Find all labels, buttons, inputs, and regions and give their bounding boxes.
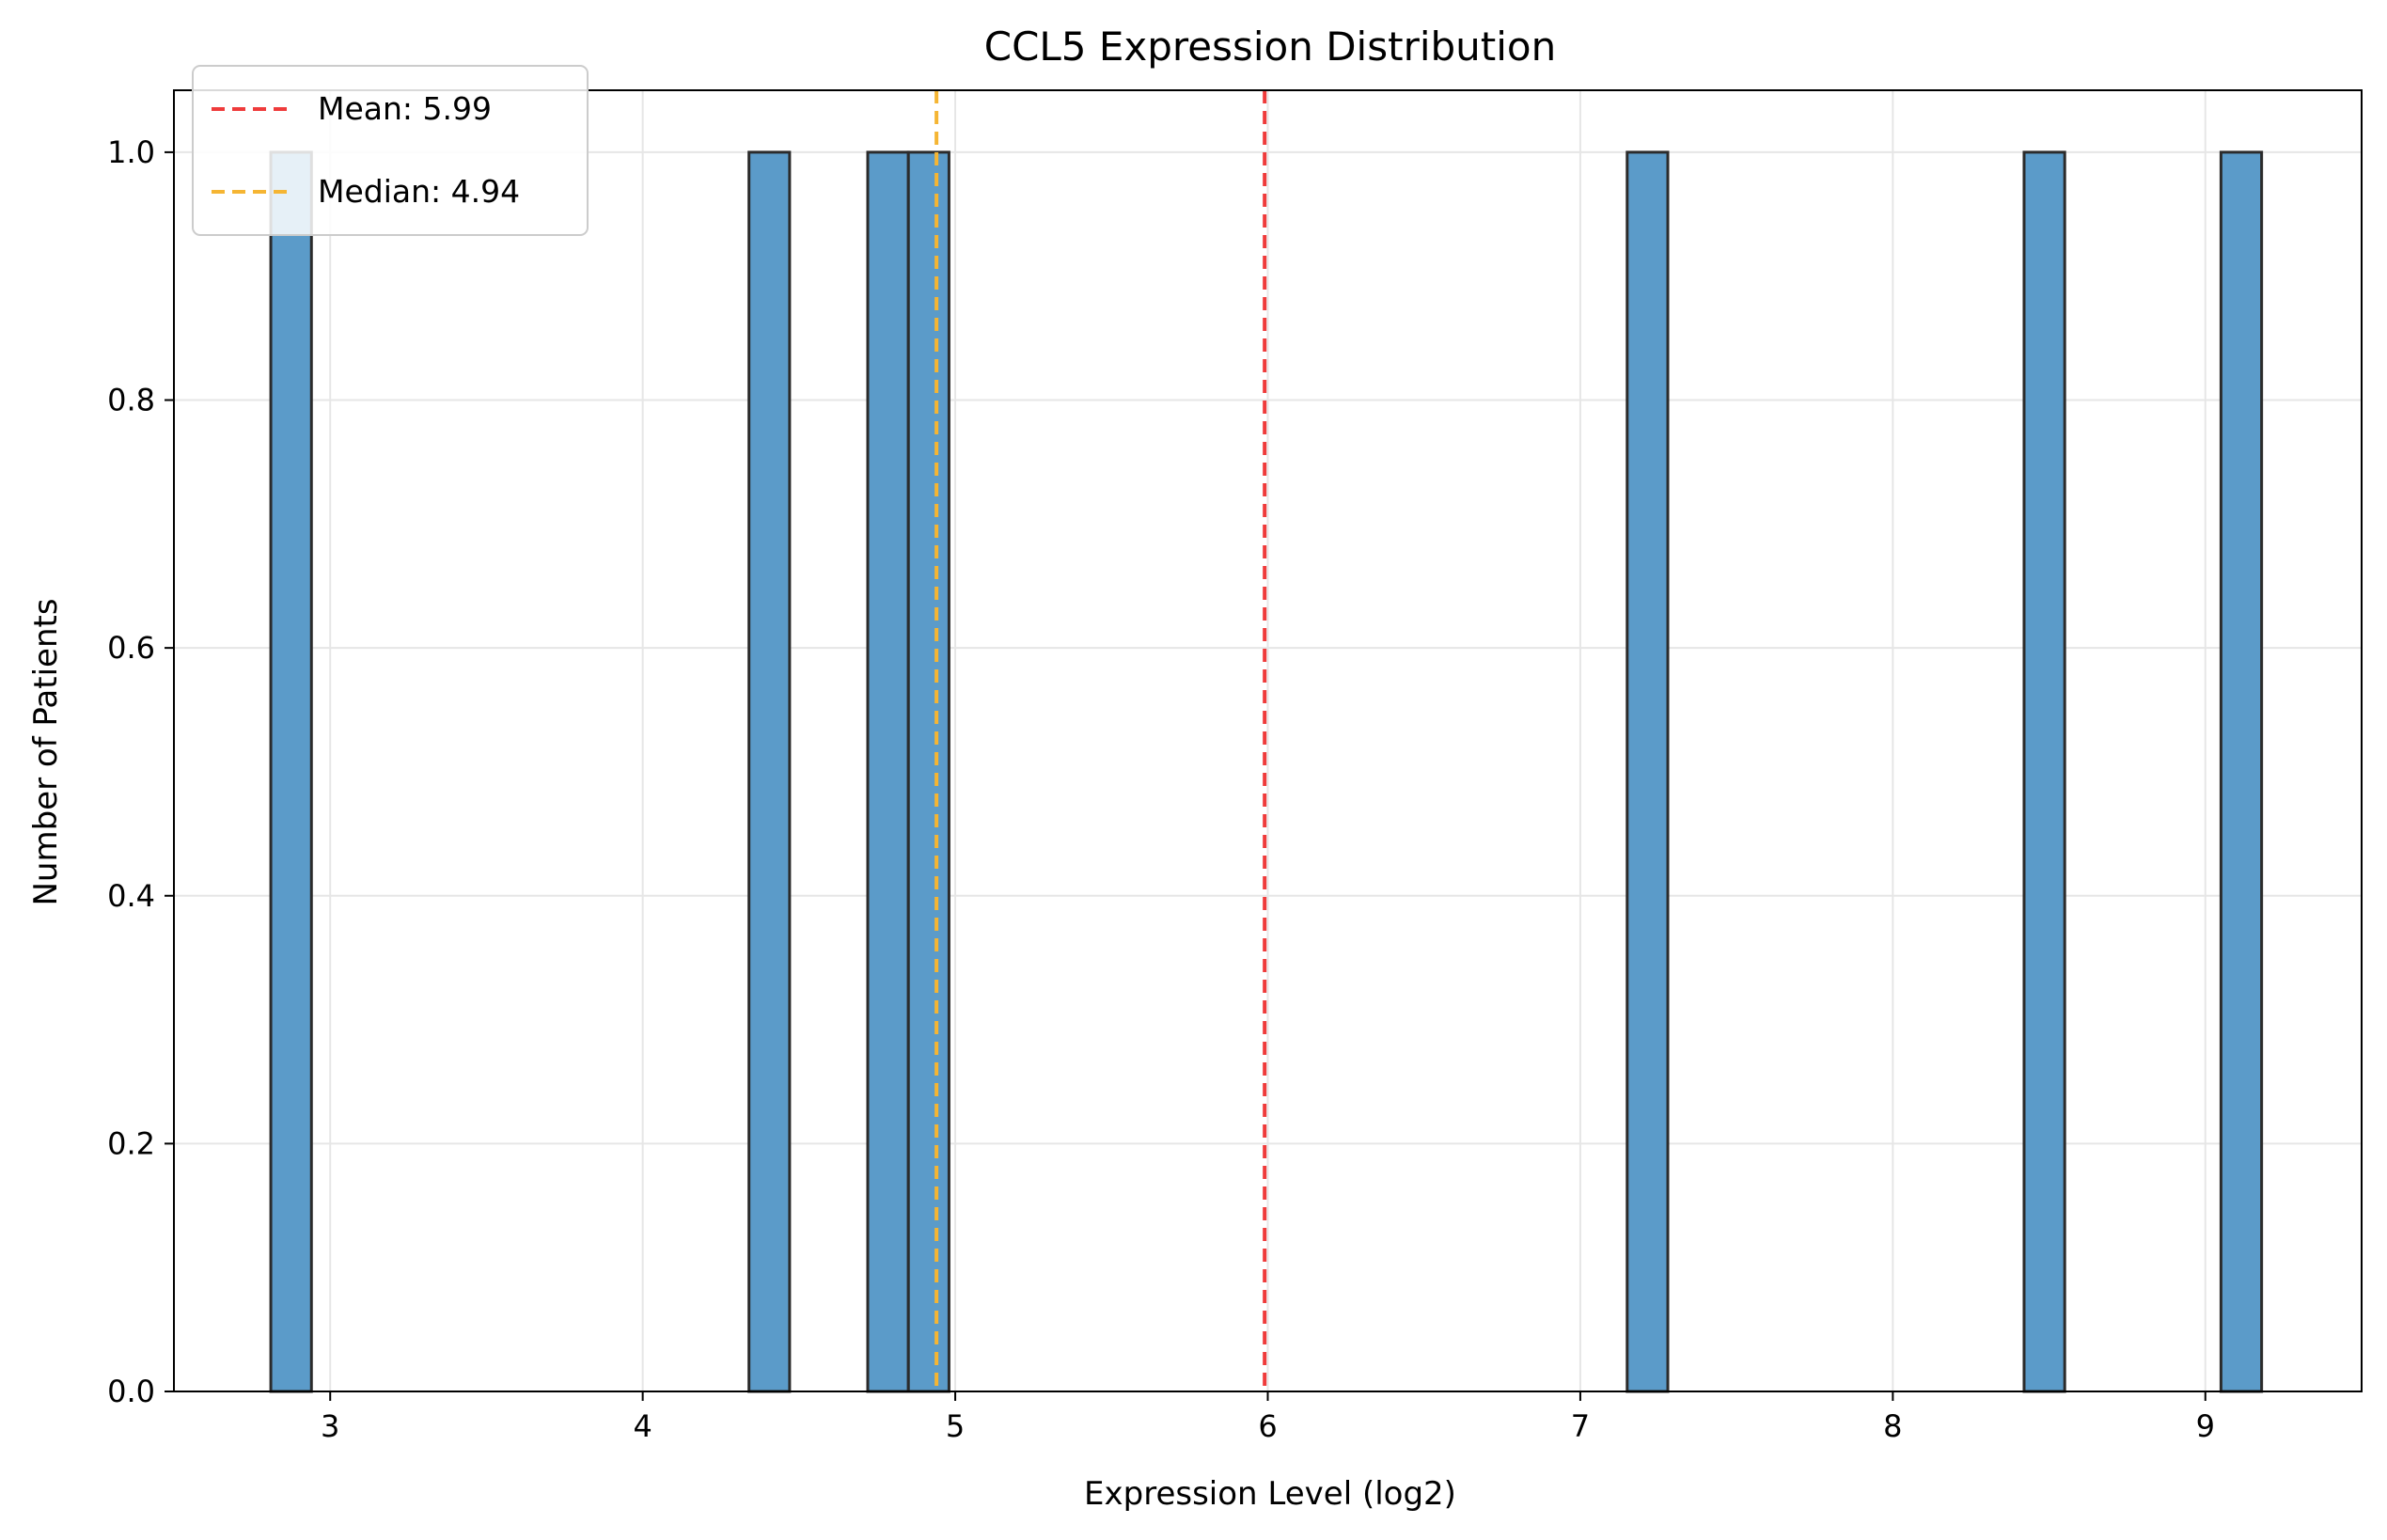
x-tick-label: 5 — [946, 1408, 965, 1444]
x-tick-label: 7 — [1571, 1408, 1590, 1444]
y-axis-ticks: 0.0 0.2 0.4 0.6 0.8 1.0 — [107, 134, 174, 1409]
chart-title: CCL5 Expression Distribution — [984, 24, 1557, 70]
x-tick-label: 4 — [633, 1408, 652, 1444]
y-tick-label: 0.8 — [107, 383, 155, 418]
y-tick-label: 1.0 — [107, 134, 155, 170]
x-tick-label: 3 — [321, 1408, 339, 1444]
histogram-bar — [2022, 150, 2066, 1393]
y-tick-label: 0.6 — [107, 630, 155, 666]
y-tick-label: 0.2 — [107, 1125, 155, 1161]
histogram-bars — [269, 150, 2264, 1393]
x-tick-label: 8 — [1883, 1408, 1902, 1444]
histogram-bar — [1625, 150, 1670, 1393]
histogram-bar — [269, 150, 313, 1393]
x-axis-label: Expression Level (log2) — [1084, 1475, 1456, 1513]
y-tick-label: 0.0 — [107, 1374, 155, 1409]
y-axis-label: Number of Patients — [27, 598, 65, 905]
y-tick-label: 0.4 — [107, 878, 155, 914]
legend-label-median: Median: 4.94 — [318, 173, 520, 210]
x-axis-ticks: 3 4 5 6 7 8 9 — [321, 1391, 2215, 1444]
x-tick-label: 6 — [1258, 1408, 1277, 1444]
legend-label-mean: Mean: 5.99 — [318, 90, 492, 127]
x-tick-label: 9 — [2196, 1408, 2215, 1444]
histogram-bar — [2219, 150, 2264, 1393]
reference-lines — [934, 90, 1267, 1391]
legend: Mean: 5.99 Median: 4.94 — [192, 65, 589, 236]
legend-box — [192, 65, 589, 236]
histogram-bar — [866, 150, 910, 1393]
histogram-bar — [906, 150, 950, 1393]
histogram-bar — [747, 150, 792, 1393]
